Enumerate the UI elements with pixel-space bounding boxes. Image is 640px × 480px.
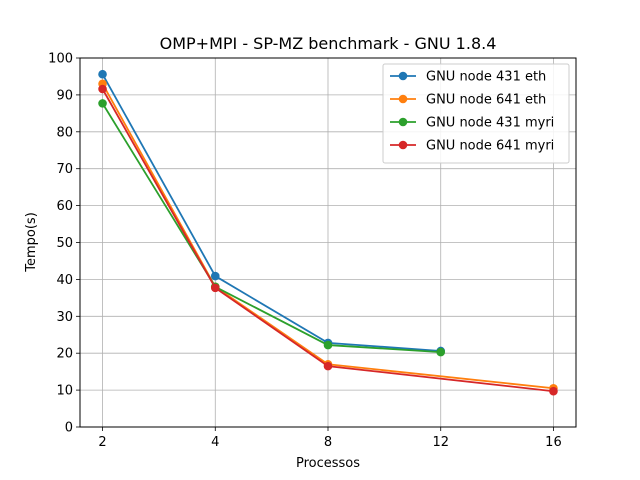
data-point <box>323 340 333 350</box>
legend-label: GNU node 431 myri <box>426 116 554 131</box>
legend-label: GNU node 641 eth <box>426 93 546 108</box>
y-tick-label: 80 <box>56 125 73 140</box>
legend-marker <box>398 71 408 81</box>
legend-marker <box>398 117 408 127</box>
series-line <box>101 102 441 353</box>
chart-title: OMP+MPI - SP-MZ benchmark - GNU 1.8.4 <box>160 34 497 53</box>
series-lines <box>98 69 558 396</box>
legend-box <box>382 63 570 164</box>
y-tick-label: 30 <box>56 310 73 325</box>
data-point <box>323 361 333 371</box>
y-tick-label: 40 <box>56 273 73 288</box>
series-line <box>101 88 554 393</box>
legend-label: GNU node 431 eth <box>426 70 546 85</box>
y-tick-label: 60 <box>56 199 73 214</box>
y-tick-label: 20 <box>56 347 73 362</box>
data-point <box>210 283 220 293</box>
x-tick-label: 8 <box>324 435 332 450</box>
data-point <box>436 347 446 357</box>
series-line <box>101 83 554 390</box>
axis-ticks: 0 10 20 30 40 50 60 70 80 90 100 2 4 8 12 16 <box>48 52 562 451</box>
y-axis-label: Tempo(s) <box>24 212 39 273</box>
y-tick-label: 70 <box>56 162 73 177</box>
legend-marker <box>398 140 408 150</box>
y-tick-label: 100 <box>48 52 73 67</box>
data-point <box>98 99 107 108</box>
legend-label: GNU node 641 myri <box>426 139 554 154</box>
legend-marker <box>398 94 408 104</box>
data-point <box>549 386 558 396</box>
x-tick-label: 4 <box>211 435 219 450</box>
y-tick-label: 50 <box>56 236 73 251</box>
legend: GNU node 431 eth GNU node 641 eth GNU node… <box>382 63 570 164</box>
x-tick-label: 16 <box>545 435 562 450</box>
y-tick-label: 10 <box>56 384 73 399</box>
x-tick-label: 2 <box>98 435 106 450</box>
data-point <box>98 69 107 79</box>
series-line <box>101 73 441 352</box>
data-point <box>210 271 220 281</box>
y-tick-label: 0 <box>65 421 73 436</box>
data-point <box>98 84 107 94</box>
y-tick-label: 90 <box>56 88 73 103</box>
x-tick-label: 12 <box>432 435 449 450</box>
x-axis-label: Processos <box>296 456 360 471</box>
